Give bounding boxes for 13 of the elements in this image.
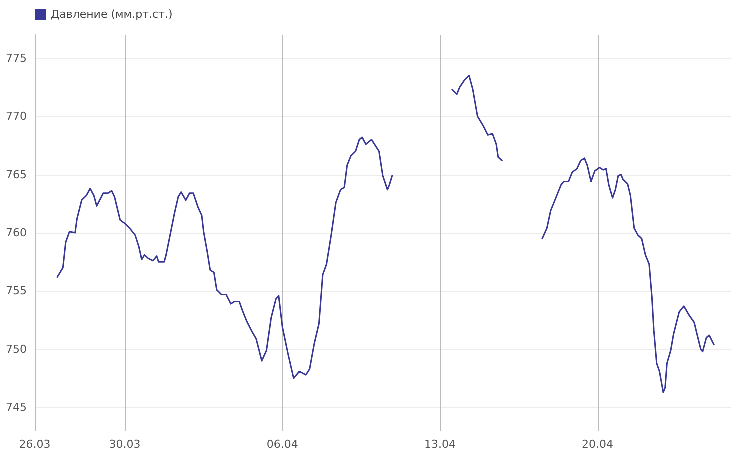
- y-tick-label: 760: [6, 226, 27, 240]
- y-tick-label: 750: [6, 342, 27, 356]
- x-tick-label: 13.04: [424, 438, 456, 451]
- y-tick-label: 745: [6, 401, 27, 414]
- y-tick-label: 765: [6, 168, 27, 182]
- legend-label: Давление (мм.рт.ст.): [51, 8, 173, 21]
- x-tick-label: 26.03: [19, 438, 51, 451]
- y-tick-label: 755: [6, 284, 27, 298]
- x-tick-label: 06.04: [266, 438, 298, 451]
- x-tick-label: 30.03: [109, 438, 141, 451]
- y-tick-label: 775: [6, 52, 27, 65]
- x-tick-label: 20.04: [582, 438, 614, 451]
- y-tick-label: 770: [6, 110, 27, 124]
